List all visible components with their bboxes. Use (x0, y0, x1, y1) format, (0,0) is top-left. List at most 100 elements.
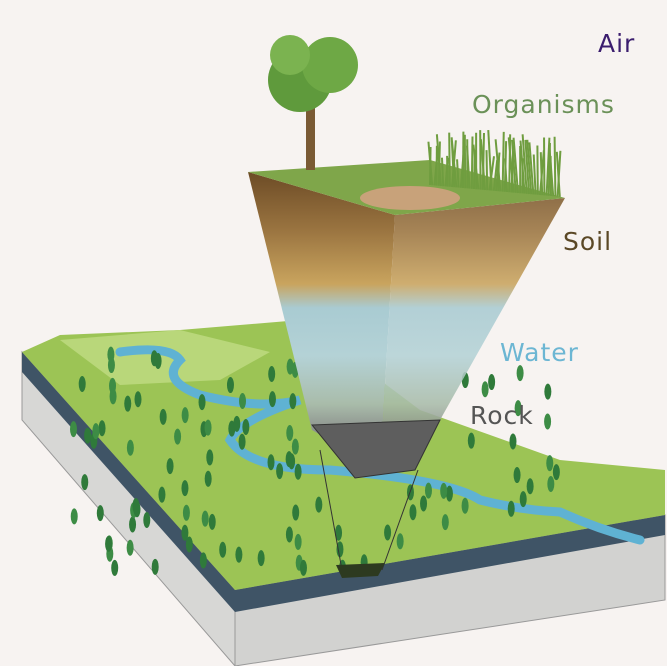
grass-blade (456, 159, 460, 188)
tree (268, 365, 276, 382)
tree (78, 375, 86, 392)
grass-blade (555, 151, 561, 197)
tree (291, 438, 299, 455)
tree (544, 383, 552, 400)
label-rock: Rock (470, 401, 534, 430)
label-soil: Soil (563, 227, 612, 256)
bedrock (310, 419, 441, 479)
tree (206, 449, 214, 466)
tree (546, 455, 554, 472)
tree (198, 394, 206, 411)
tree-trunk (306, 100, 315, 170)
tree (181, 407, 189, 424)
grass-blade (501, 131, 505, 192)
forest (70, 346, 560, 576)
tree (286, 424, 294, 441)
tree (257, 550, 265, 567)
grass-blade (487, 130, 493, 191)
probe-line (381, 469, 419, 571)
sample-pit (336, 563, 385, 578)
tree (409, 504, 417, 521)
tree (268, 391, 276, 408)
tree (294, 533, 302, 550)
prism-right-face (380, 198, 565, 470)
tree (129, 516, 137, 533)
grass-blade (448, 132, 451, 187)
tree-crown (302, 37, 358, 93)
tree (516, 365, 524, 382)
grass-blade (485, 150, 489, 191)
grass-blade (472, 144, 480, 190)
grass-blade (435, 134, 442, 187)
grass-blade (511, 139, 517, 193)
river (115, 345, 645, 545)
tree (109, 388, 117, 405)
grass-blade (528, 142, 535, 195)
tree (547, 476, 555, 493)
tree (185, 536, 193, 553)
tree (239, 392, 247, 409)
tree (336, 541, 344, 558)
grass-blade (524, 139, 530, 195)
tree (441, 514, 449, 531)
grass-blade (446, 155, 449, 187)
tree (199, 552, 207, 569)
tree (81, 474, 89, 491)
label-organisms: Organisms (472, 90, 615, 119)
tree (396, 533, 404, 550)
tree (70, 508, 78, 525)
tree (226, 377, 234, 394)
grass-blade (479, 139, 486, 191)
tree (107, 357, 115, 374)
tree (182, 504, 190, 521)
tree (201, 510, 209, 527)
tree (440, 482, 448, 499)
tree (509, 433, 517, 450)
grass-blade (470, 136, 474, 189)
grass-blade (539, 152, 544, 196)
grass-blade (553, 136, 557, 197)
tree (424, 482, 432, 499)
tree (292, 504, 300, 521)
tree (126, 439, 134, 456)
tree (219, 541, 227, 558)
tree (526, 478, 534, 495)
tree (481, 381, 489, 398)
tree (514, 400, 522, 417)
probe-line (319, 449, 343, 571)
tree (166, 458, 174, 475)
grass-blade (440, 157, 445, 187)
tree (126, 539, 134, 556)
label-water: Water (500, 338, 579, 367)
tree (488, 374, 496, 391)
tree (150, 350, 158, 367)
tree (315, 496, 323, 513)
grass-blade (494, 139, 502, 192)
tree (105, 535, 113, 552)
tree (289, 393, 297, 410)
tree (285, 526, 293, 543)
grass-blade (519, 140, 526, 194)
tree (507, 500, 515, 517)
grass-blade (503, 158, 508, 193)
tree (98, 420, 106, 437)
tree (519, 491, 527, 508)
grass-blade (526, 139, 533, 195)
tree (174, 428, 182, 445)
tree (84, 427, 92, 444)
tree (294, 463, 302, 480)
tree (513, 467, 521, 484)
grass-blade (466, 145, 471, 189)
tree (181, 480, 189, 497)
stones (360, 186, 460, 210)
tree (552, 464, 560, 481)
tree (132, 497, 140, 514)
tree (544, 413, 552, 430)
tree (461, 497, 469, 514)
tree (267, 454, 275, 471)
tree-crown (270, 35, 310, 75)
sediment-band (22, 352, 665, 612)
tree (70, 421, 78, 438)
tree (96, 505, 104, 522)
